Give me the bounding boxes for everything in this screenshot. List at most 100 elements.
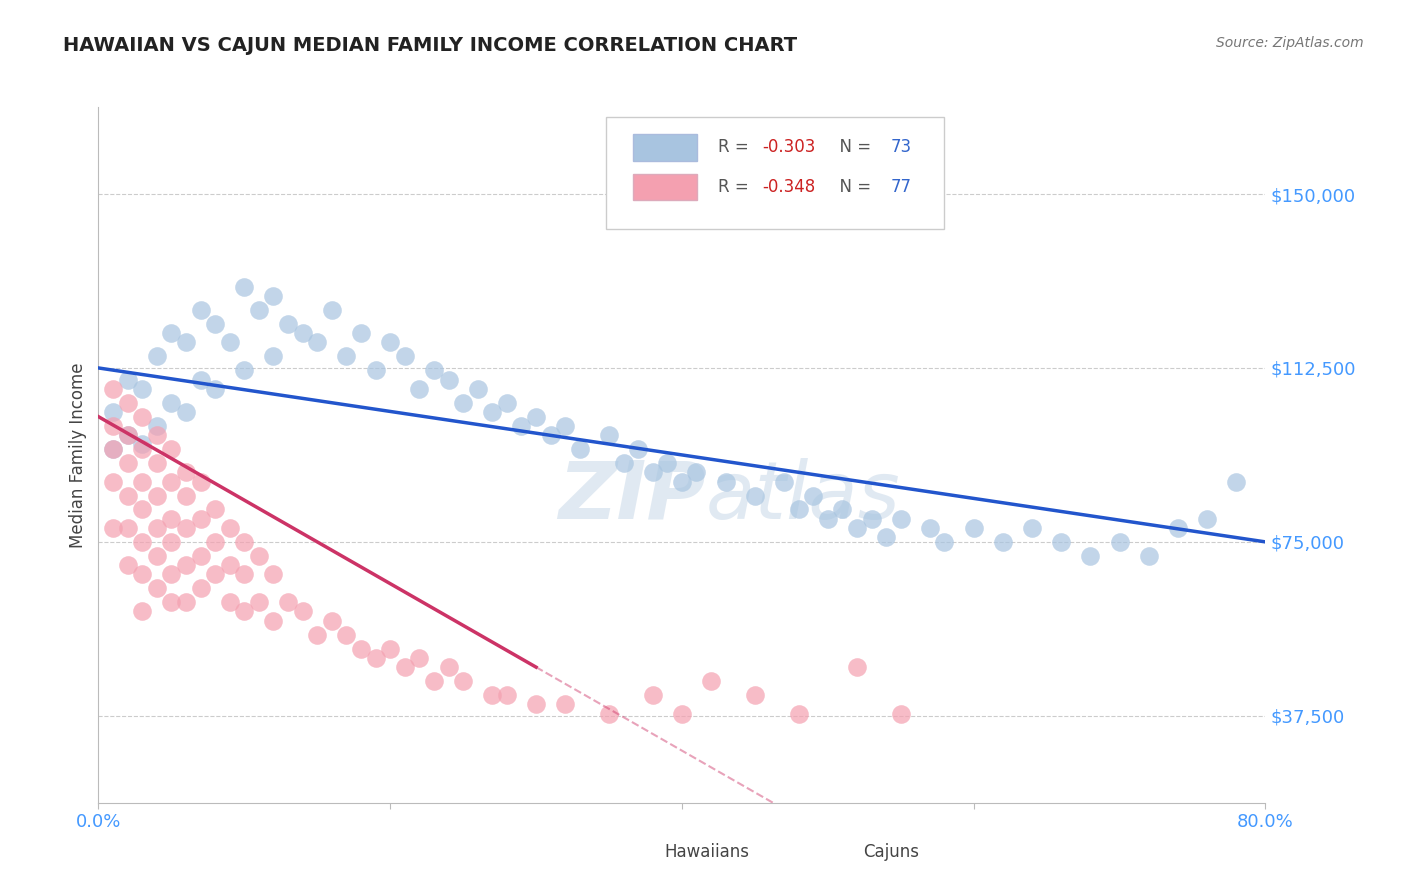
Point: [117, 395, 139, 409]
Point: [101, 442, 124, 456]
Point: [160, 442, 183, 456]
Point: [117, 373, 139, 387]
Point: [554, 698, 576, 712]
Point: [146, 418, 169, 433]
Point: [307, 335, 329, 350]
Point: [700, 674, 723, 689]
Point: [204, 382, 226, 396]
Point: [641, 466, 664, 480]
Point: [174, 521, 197, 535]
Point: [262, 350, 284, 364]
Point: [714, 475, 737, 489]
Point: [962, 521, 984, 535]
Text: ZIP: ZIP: [558, 458, 706, 536]
FancyBboxPatch shape: [606, 118, 945, 229]
Text: -0.303: -0.303: [762, 138, 815, 156]
Text: -0.348: -0.348: [762, 178, 815, 196]
Point: [598, 428, 620, 442]
Point: [481, 405, 503, 419]
Point: [204, 317, 226, 331]
Point: [190, 511, 212, 525]
Point: [846, 521, 869, 535]
Point: [160, 511, 183, 525]
Point: [524, 698, 547, 712]
Point: [510, 418, 533, 433]
Point: [817, 511, 839, 525]
Point: [321, 303, 343, 318]
Point: [233, 605, 256, 619]
Point: [204, 502, 226, 516]
Point: [160, 475, 183, 489]
Point: [277, 317, 299, 331]
Point: [233, 567, 256, 582]
Text: N =: N =: [830, 178, 876, 196]
Point: [160, 395, 183, 409]
Text: R =: R =: [718, 138, 754, 156]
Point: [174, 466, 197, 480]
Point: [831, 502, 853, 516]
Point: [160, 534, 183, 549]
Point: [233, 363, 256, 377]
Point: [204, 534, 226, 549]
Point: [744, 489, 766, 503]
Point: [131, 475, 153, 489]
Point: [787, 502, 810, 516]
Point: [174, 335, 197, 350]
Point: [1195, 511, 1218, 525]
Point: [131, 567, 153, 582]
Point: [408, 382, 430, 396]
Text: atlas: atlas: [706, 458, 900, 536]
Point: [174, 405, 197, 419]
Point: [1167, 521, 1189, 535]
Point: [117, 521, 139, 535]
Point: [801, 489, 824, 503]
Point: [524, 409, 547, 424]
Point: [233, 534, 256, 549]
Point: [408, 651, 430, 665]
Point: [190, 303, 212, 318]
Point: [190, 373, 212, 387]
Text: R =: R =: [718, 178, 754, 196]
Text: Cajuns: Cajuns: [863, 843, 918, 861]
Point: [174, 558, 197, 573]
Point: [335, 350, 357, 364]
Point: [131, 502, 153, 516]
Text: 77: 77: [891, 178, 912, 196]
Point: [131, 605, 153, 619]
Point: [685, 466, 707, 480]
Point: [146, 350, 169, 364]
Point: [934, 534, 956, 549]
Point: [101, 405, 124, 419]
Point: [146, 456, 169, 470]
Point: [496, 688, 519, 702]
Point: [117, 456, 139, 470]
Point: [101, 418, 124, 433]
Point: [1080, 549, 1102, 563]
Point: [364, 363, 387, 377]
Point: [612, 456, 634, 470]
Point: [380, 641, 402, 656]
Point: [101, 521, 124, 535]
Point: [146, 489, 169, 503]
Point: [335, 628, 357, 642]
Point: [160, 595, 183, 609]
Point: [131, 409, 153, 424]
Point: [641, 688, 664, 702]
Point: [1225, 475, 1247, 489]
Point: [101, 442, 124, 456]
Point: [846, 660, 869, 674]
Point: [117, 428, 139, 442]
Point: [496, 395, 519, 409]
Point: [247, 595, 270, 609]
Point: [291, 326, 314, 341]
Point: [117, 489, 139, 503]
Text: HAWAIIAN VS CAJUN MEDIAN FAMILY INCOME CORRELATION CHART: HAWAIIAN VS CAJUN MEDIAN FAMILY INCOME C…: [63, 36, 797, 54]
Point: [627, 442, 650, 456]
Point: [451, 674, 474, 689]
Point: [451, 395, 474, 409]
Point: [890, 511, 912, 525]
Point: [146, 582, 169, 596]
Y-axis label: Median Family Income: Median Family Income: [69, 362, 87, 548]
Point: [860, 511, 883, 525]
Point: [307, 628, 329, 642]
